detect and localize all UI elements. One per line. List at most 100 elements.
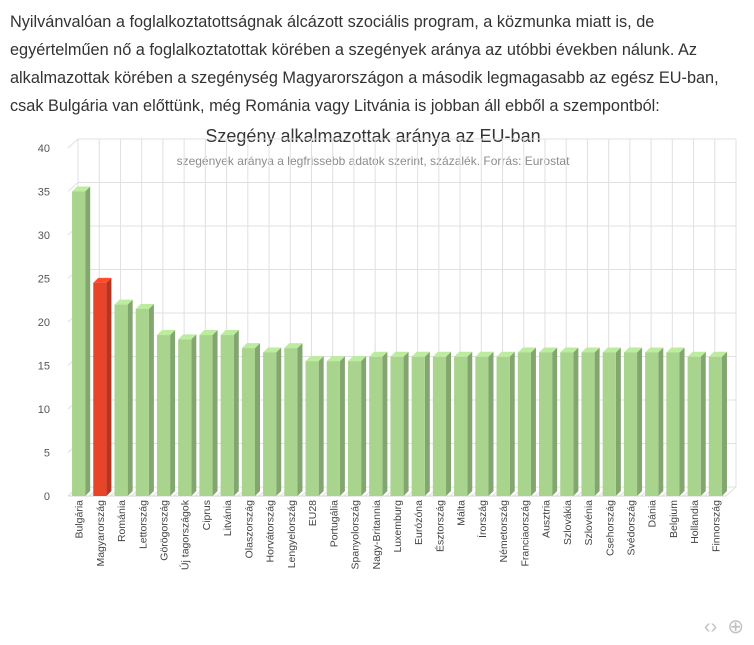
bar[interactable] xyxy=(539,347,558,496)
bar-top xyxy=(539,347,558,353)
bar[interactable] xyxy=(178,334,197,496)
bar-top xyxy=(326,356,345,362)
bar[interactable] xyxy=(496,351,515,496)
bar-front xyxy=(432,356,447,496)
bar-top xyxy=(390,351,409,357)
bar-top xyxy=(135,303,154,309)
bar[interactable] xyxy=(645,347,664,496)
bar-front xyxy=(390,356,404,496)
y-tick-label: 40 xyxy=(38,143,50,155)
bar-top xyxy=(411,351,430,357)
gridline-horizontal xyxy=(67,312,736,323)
y-tick-label: 15 xyxy=(38,361,50,373)
bar-front xyxy=(708,356,722,496)
bar-top xyxy=(178,334,197,340)
bar-front xyxy=(581,352,595,496)
x-category-label: Portugália xyxy=(328,500,340,547)
bar[interactable] xyxy=(241,343,260,496)
x-category-label: Luxemburg xyxy=(392,500,404,553)
bar-top xyxy=(560,347,579,353)
bar[interactable] xyxy=(581,347,600,496)
x-category-label: Magyarország xyxy=(95,500,107,567)
x-category-label: Svédország xyxy=(625,500,637,556)
x-category-label: Belgium xyxy=(668,500,680,538)
bar-front xyxy=(72,191,86,496)
bar[interactable] xyxy=(560,347,579,496)
y-axis-ticks: 0 5 10 15 20 25 30 35 40 xyxy=(38,143,50,503)
x-category-label: Litvánia xyxy=(222,500,234,536)
bar[interactable] xyxy=(454,351,473,496)
zoom-in-icon[interactable]: ⊕ xyxy=(727,616,744,638)
bar-front xyxy=(517,352,531,496)
bar[interactable] xyxy=(263,347,282,496)
bar[interactable] xyxy=(517,347,536,496)
x-category-label: Ausztria xyxy=(541,500,553,538)
bar[interactable] xyxy=(199,330,218,496)
bar-front xyxy=(475,356,489,496)
bar-front xyxy=(305,361,319,496)
bar-front xyxy=(241,348,255,496)
bar-top xyxy=(305,356,324,362)
bar[interactable] xyxy=(326,356,345,496)
bar-front xyxy=(496,356,510,496)
bar-front xyxy=(369,356,383,496)
bar-top xyxy=(496,351,515,357)
bar-front xyxy=(284,348,298,496)
x-category-label: Finnország xyxy=(710,500,722,552)
bar[interactable] xyxy=(475,351,494,496)
bar[interactable] xyxy=(390,351,409,496)
bar-side xyxy=(700,351,706,496)
x-category-label: Szlovénia xyxy=(583,500,595,546)
bar[interactable] xyxy=(708,351,727,496)
bar-top xyxy=(241,343,260,349)
bar[interactable] xyxy=(411,351,430,496)
x-category-label: Lengyelország xyxy=(286,500,298,568)
bar-front xyxy=(220,335,234,496)
bar[interactable] xyxy=(602,347,621,496)
bar[interactable] xyxy=(305,356,324,496)
bar[interactable] xyxy=(687,351,706,496)
gridline-horizontal xyxy=(67,182,736,192)
x-category-label: Szlovákia xyxy=(562,500,574,545)
gridline-horizontal xyxy=(67,269,736,279)
y-tick-label: 10 xyxy=(38,404,50,416)
bar[interactable] xyxy=(432,351,452,496)
bar[interactable] xyxy=(347,356,367,496)
bar-side xyxy=(212,330,218,496)
bar[interactable] xyxy=(156,330,176,496)
bar[interactable] xyxy=(72,186,91,497)
bar[interactable] xyxy=(666,347,685,496)
bar-front xyxy=(93,282,107,496)
bar-side xyxy=(637,347,643,496)
bar-top xyxy=(72,186,91,192)
intro-paragraph: Nyilvánvalóan a foglalkoztatottságnak ál… xyxy=(10,13,719,115)
bar[interactable] xyxy=(623,347,643,496)
bar-side xyxy=(318,356,324,496)
bar-side xyxy=(573,347,579,496)
code-brackets-icon[interactable]: ‹› xyxy=(703,616,718,638)
gridline-horizontal xyxy=(67,225,736,236)
bar[interactable] xyxy=(93,277,112,496)
y-tick-label: 25 xyxy=(38,274,50,286)
bar[interactable] xyxy=(369,351,388,496)
bar-front xyxy=(156,335,171,496)
bar-side xyxy=(254,343,260,496)
x-category-label: Új tagországok xyxy=(179,499,192,570)
bar-top xyxy=(623,347,643,353)
bar[interactable] xyxy=(135,303,154,496)
bar-front xyxy=(454,356,468,496)
bar-front xyxy=(114,304,128,496)
x-category-label: EU28 xyxy=(307,500,319,526)
bar[interactable] xyxy=(284,343,303,496)
x-category-label: Csehország xyxy=(604,500,616,556)
x-category-label: Nagy-Britannia xyxy=(371,500,383,570)
bar-top xyxy=(347,356,367,362)
bar-front xyxy=(687,356,701,496)
bar-side xyxy=(361,356,367,496)
bar-top xyxy=(666,347,685,353)
x-category-label: Dánia xyxy=(647,500,659,528)
bar[interactable] xyxy=(114,299,133,496)
bar-side xyxy=(658,347,664,496)
bar[interactable] xyxy=(220,330,239,496)
y-tick-label: 5 xyxy=(44,448,50,460)
